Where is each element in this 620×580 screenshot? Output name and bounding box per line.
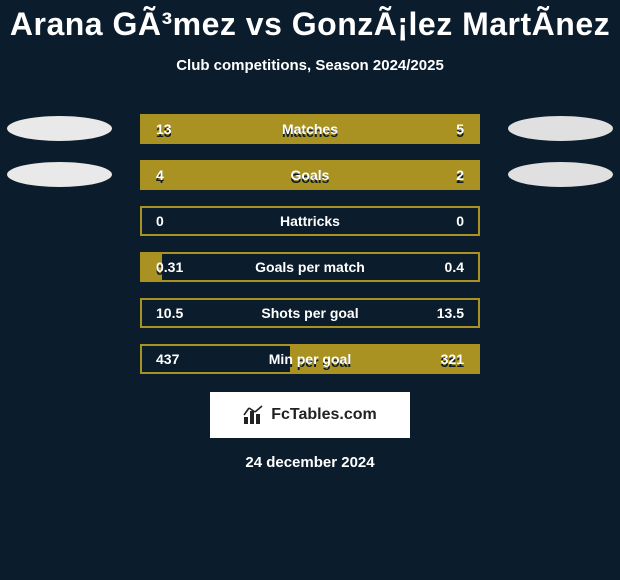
- player-left-oval: [7, 116, 112, 141]
- stat-label: Goals per match: [142, 254, 478, 280]
- date-text: 24 december 2024: [0, 454, 620, 471]
- stat-row: 0.31Goals per match0.4: [10, 252, 610, 282]
- stat-value-right: 0.4: [445, 254, 464, 280]
- stat-fill-left: [142, 116, 377, 142]
- stat-fill-left: [142, 254, 162, 280]
- stat-bar-track: 10.5Shots per goal13.5: [140, 298, 480, 328]
- stat-fill-right: [360, 162, 478, 188]
- source-badge: FcTables.com: [210, 392, 410, 438]
- stat-value-left: 437: [156, 346, 179, 372]
- player-right-oval: [508, 116, 613, 141]
- stat-fill-left: [142, 162, 360, 188]
- bars-icon: [243, 405, 265, 425]
- stat-value-right: 13.5: [437, 300, 464, 326]
- player-right-oval: [508, 162, 613, 187]
- stat-row: 10.5Shots per goal13.5: [10, 298, 610, 328]
- stat-value-left: 10.5: [156, 300, 183, 326]
- stat-bar-track: 4Goals2: [140, 160, 480, 190]
- subtitle: Club competitions, Season 2024/2025: [0, 57, 620, 74]
- stat-fill-right: [290, 346, 478, 372]
- stat-label: Shots per goal: [142, 300, 478, 326]
- player-left-oval: [7, 162, 112, 187]
- stat-fill-right: [377, 116, 478, 142]
- stat-label: Hattricks: [142, 208, 478, 234]
- stat-bar-track: 13Matches5: [140, 114, 480, 144]
- badge-text: FcTables.com: [271, 406, 377, 424]
- stat-bar-track: 0.31Goals per match0.4: [140, 252, 480, 282]
- stat-bar-track: 0Hattricks0: [140, 206, 480, 236]
- page-title: Arana GÃ³mez vs GonzÃ¡lez MartÃ­nez: [0, 0, 620, 43]
- stat-row: 4Goals2: [10, 160, 610, 190]
- stat-row: 0Hattricks0: [10, 206, 610, 236]
- stat-row: 13Matches5: [10, 114, 610, 144]
- stat-value-left: 0: [156, 208, 164, 234]
- stat-row: 437Min per goal321: [10, 344, 610, 374]
- stat-bar-track: 437Min per goal321: [140, 344, 480, 374]
- stats-container: 13Matches5 4Goals2 0Hattricks0 0.31Goals pe…: [10, 114, 610, 374]
- stat-value-right: 0: [456, 208, 464, 234]
